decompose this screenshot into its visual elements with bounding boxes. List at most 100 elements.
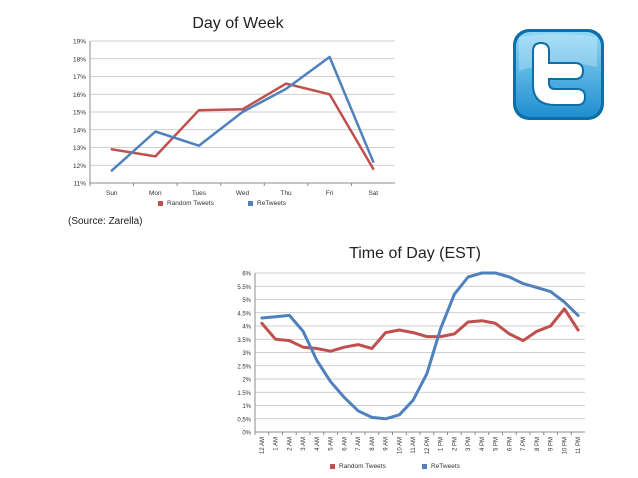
x-tick-label: 2 AM [287, 437, 293, 451]
x-tick-label: 5 PM [494, 437, 500, 451]
data-point [110, 169, 113, 172]
x-tick-label: 9 PM [549, 437, 555, 451]
x-tick-label: 8 AM [370, 437, 376, 451]
data-point [372, 168, 375, 170]
data-point [288, 339, 291, 342]
series-line [110, 82, 375, 171]
x-tick-label: 12 AM [260, 437, 266, 454]
legend-swatch [422, 464, 427, 469]
x-tick-label: 6 PM [507, 437, 513, 451]
x-tick-label: 11 AM [411, 437, 417, 454]
data-point [198, 109, 200, 112]
data-point [371, 416, 373, 419]
data-point [467, 276, 469, 278]
series-line [260, 271, 580, 421]
legend-swatch [248, 201, 253, 206]
data-point [316, 359, 318, 362]
y-tick-label: 3% [242, 351, 251, 357]
data-point [426, 335, 428, 338]
y-tick-label: 5.5% [237, 285, 251, 291]
x-tick-label: 9 AM [384, 437, 390, 451]
data-point [536, 286, 538, 289]
data-point [241, 108, 244, 111]
data-point [285, 82, 287, 85]
data-point [412, 331, 414, 334]
data-point [563, 307, 566, 310]
x-tick-label: 10 PM [562, 437, 568, 454]
data-point [508, 333, 511, 335]
chart-title: Time of Day (EST) [349, 245, 481, 262]
data-point [439, 327, 442, 330]
y-tick-label: 15% [73, 110, 86, 117]
data-point [453, 293, 456, 295]
data-point [508, 276, 511, 278]
data-point [467, 321, 469, 323]
legend-swatch [158, 201, 163, 206]
data-point [154, 130, 157, 133]
data-point [412, 399, 414, 401]
data-point [372, 160, 375, 163]
twitter-bird-icon [513, 29, 604, 120]
x-tick-label: Sat [368, 190, 378, 197]
x-tick-label: 7 AM [356, 437, 362, 451]
y-tick-label: 6% [242, 272, 251, 278]
legend-label: ReTweets [257, 200, 287, 207]
data-point [426, 372, 428, 375]
x-tick-label: Fri [326, 190, 334, 197]
data-point [357, 410, 359, 412]
data-point [494, 322, 497, 325]
data-point [274, 338, 277, 341]
y-tick-label: 2.5% [237, 364, 251, 370]
data-point [481, 319, 483, 322]
y-tick-label: 13% [73, 145, 86, 152]
y-tick-label: 1.5% [237, 391, 251, 397]
data-point [316, 347, 318, 350]
data-point [536, 330, 538, 333]
data-point [328, 56, 331, 58]
x-tick-label: 2 PM [452, 437, 458, 451]
legend-label: Random Tweets [339, 463, 387, 470]
legend-swatch [330, 464, 335, 469]
x-tick-label: 12 PM [425, 437, 431, 454]
data-point [261, 322, 263, 325]
data-point [563, 301, 566, 303]
data-point [343, 346, 346, 348]
data-point [371, 347, 373, 350]
x-tick-label: 10 AM [397, 437, 403, 454]
data-point [398, 329, 401, 331]
y-tick-label: 0.5% [237, 417, 251, 423]
data-point [549, 325, 552, 327]
x-tick-label: Sun [106, 190, 118, 197]
data-point [398, 413, 401, 416]
data-point [302, 346, 304, 348]
data-point [384, 331, 387, 334]
data-point [577, 314, 579, 317]
data-point [384, 417, 387, 420]
x-tick-label: 11 PM [576, 437, 582, 454]
y-tick-label: 12% [73, 163, 86, 170]
x-tick-label: 3 AM [301, 437, 307, 451]
source-note: (Source: Zarella) [68, 216, 143, 227]
data-point [328, 93, 331, 96]
series-line [110, 55, 375, 172]
x-tick-label: 6 AM [342, 437, 348, 451]
data-point [198, 144, 200, 147]
x-tick-label: Wed [236, 190, 250, 197]
data-point [110, 148, 113, 151]
y-tick-label: 16% [73, 92, 86, 99]
data-point [357, 343, 359, 346]
data-point [154, 155, 157, 158]
data-point [274, 315, 277, 318]
data-point [241, 111, 244, 113]
x-tick-label: 1 AM [274, 437, 280, 451]
y-tick-label: 19% [73, 39, 86, 46]
data-point [288, 314, 291, 317]
data-point [577, 329, 579, 331]
data-point [494, 272, 497, 274]
data-point [439, 335, 442, 338]
y-tick-label: 17% [73, 74, 86, 81]
data-point [522, 339, 524, 342]
x-tick-label: 5 AM [329, 437, 335, 451]
x-tick-label: 7 PM [521, 437, 527, 451]
x-tick-label: 1 PM [439, 437, 445, 451]
